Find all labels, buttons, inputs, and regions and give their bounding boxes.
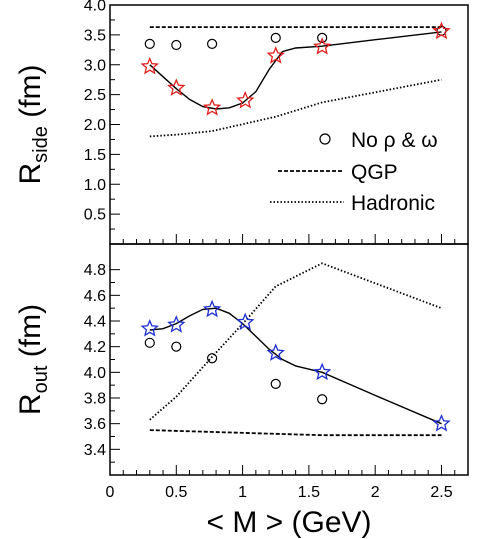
rside-star-point	[432, 21, 451, 40]
rside-fit-curve	[149, 31, 442, 110]
rside-circle-point	[270, 32, 281, 43]
top-panel-rside: 0.5 1.0 1.5 2.0 2.5 3.0 3.5 4.0 Rside (fm) No ρ &…	[14, 0, 469, 245]
rside-circle-point	[206, 38, 218, 49]
rside-star-point	[236, 90, 255, 109]
rout-star-point	[202, 299, 222, 318]
rout-circle-point	[317, 394, 328, 405]
rout-star-point	[312, 362, 332, 381]
x-tick-label: 1	[238, 484, 247, 501]
rout-y-tick-label: 4.4	[84, 314, 106, 331]
rside-circle-point	[171, 39, 182, 51]
rout-y-tick-label: 3.6	[84, 416, 106, 433]
rout-y-tick-label: 4.6	[84, 288, 106, 305]
rout-circle-point	[144, 337, 155, 348]
rside-y-tick-label: 0.5	[84, 207, 106, 224]
rout-star-point	[236, 312, 255, 331]
legend-label: No ρ & ω	[351, 129, 438, 152]
rside-star-point	[266, 46, 285, 64]
rside-star-point	[202, 98, 222, 116]
rside-y-tick-label: 2.5	[84, 87, 106, 104]
rout-y-tick-label: 4.8	[84, 262, 106, 279]
x-axis-label: < M > (GeV)	[206, 506, 371, 539]
rout-star-point	[266, 343, 285, 361]
rside-y-tick-label: 4.0	[84, 0, 106, 15]
rout-circle-point	[206, 353, 218, 364]
rout-y-tick-label: 4.0	[84, 365, 106, 382]
rout-y-tick-label: 4.2	[84, 339, 106, 356]
rside-y-tick-label: 2.0	[84, 117, 106, 134]
x-tick-label: 2	[371, 484, 380, 501]
rout-fit-curve	[149, 307, 442, 425]
legend-label: Hadronic	[351, 192, 435, 215]
rside-star-point	[312, 37, 332, 55]
rout-dashed-line	[149, 429, 442, 437]
rside-dotted-line	[149, 78, 442, 138]
rside-y-tick-label: 3.5	[84, 27, 106, 44]
rout-circle-point	[270, 378, 281, 389]
rside-y-tick-label: 1.5	[84, 147, 106, 164]
x-tick-label: 2.5	[430, 484, 452, 501]
legend: No ρ & ω QGP Hadronic	[270, 129, 438, 215]
rout-star-point	[167, 315, 186, 333]
rout-star-point	[140, 319, 160, 337]
x-tick-label: 0	[106, 484, 115, 501]
rout-circle-point	[171, 341, 182, 352]
rout-y-tick-label: 3.8	[84, 391, 106, 408]
rside-y-axis-label: Rside (fm)	[14, 64, 52, 184]
x-tick-label: 1.5	[298, 484, 320, 501]
rout-y-tick-label: 3.4	[84, 442, 106, 459]
rout-star-point	[432, 413, 451, 432]
legend-label: QGP	[351, 161, 398, 184]
rside-circle-point	[317, 32, 328, 43]
x-tick-label: 0.5	[165, 484, 187, 501]
rout-dotted-line	[149, 262, 442, 421]
rout-y-axis-label: Rout (fm)	[14, 304, 52, 415]
bottom-panel-rout: 3.4 3.6 3.8 4.0 4.2 4.4 4.6 4.8 0 0.5 1 1.5 2 2.5 < M …	[14, 243, 469, 539]
legend-circle-symbol	[319, 133, 331, 145]
rout-plot-frame	[109, 243, 469, 476]
rside-y-tick-label: 3.0	[84, 57, 106, 74]
rside-circle-point	[144, 38, 155, 49]
rside-star-point	[167, 78, 186, 96]
rside-star-point	[140, 56, 160, 75]
rside-y-tick-label: 1.0	[84, 177, 106, 194]
